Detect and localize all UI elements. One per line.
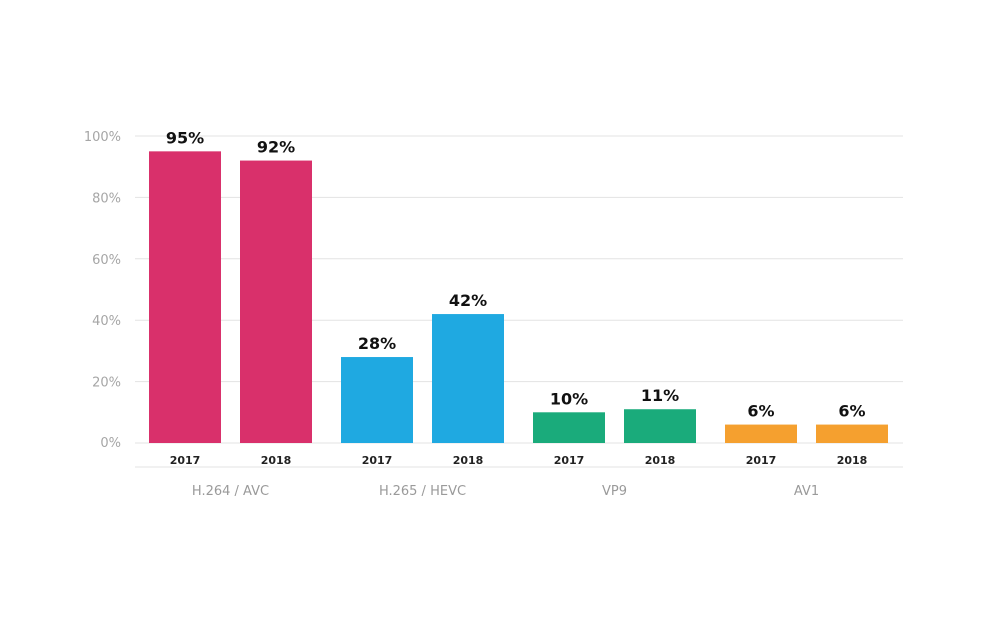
data-label: 6% (747, 402, 774, 421)
category-label: VP9 (602, 484, 627, 499)
bar (432, 314, 504, 443)
year-label: 2017 (746, 454, 777, 467)
year-label: 2017 (554, 454, 585, 467)
bar (149, 151, 221, 443)
bar (240, 160, 312, 443)
y-tick-label: 0% (100, 436, 121, 451)
y-tick-label: 40% (92, 314, 121, 329)
data-label: 6% (838, 402, 865, 421)
year-label: 2018 (261, 454, 292, 467)
y-tick-label: 20% (92, 376, 121, 391)
data-label: 42% (449, 291, 487, 310)
bar (816, 424, 888, 443)
bar (725, 424, 797, 443)
bar (624, 409, 696, 443)
data-label: 11% (641, 386, 679, 405)
bar (341, 357, 413, 443)
data-label: 10% (550, 389, 588, 408)
year-label: 2018 (645, 454, 676, 467)
data-label: 95% (166, 128, 204, 147)
year-label: 2017 (362, 454, 393, 467)
data-label: 28% (358, 334, 396, 353)
category-label: H.264 / AVC (192, 484, 269, 499)
year-label: 2018 (453, 454, 484, 467)
year-label: 2017 (170, 454, 201, 467)
data-label: 92% (257, 138, 295, 157)
y-tick-label: 80% (92, 191, 121, 206)
category-label: AV1 (794, 484, 819, 499)
category-label: H.265 / HEVC (379, 484, 466, 499)
bar (533, 412, 605, 443)
year-label: 2018 (837, 454, 868, 467)
y-tick-label: 100% (84, 130, 121, 145)
y-tick-label: 60% (92, 253, 121, 268)
